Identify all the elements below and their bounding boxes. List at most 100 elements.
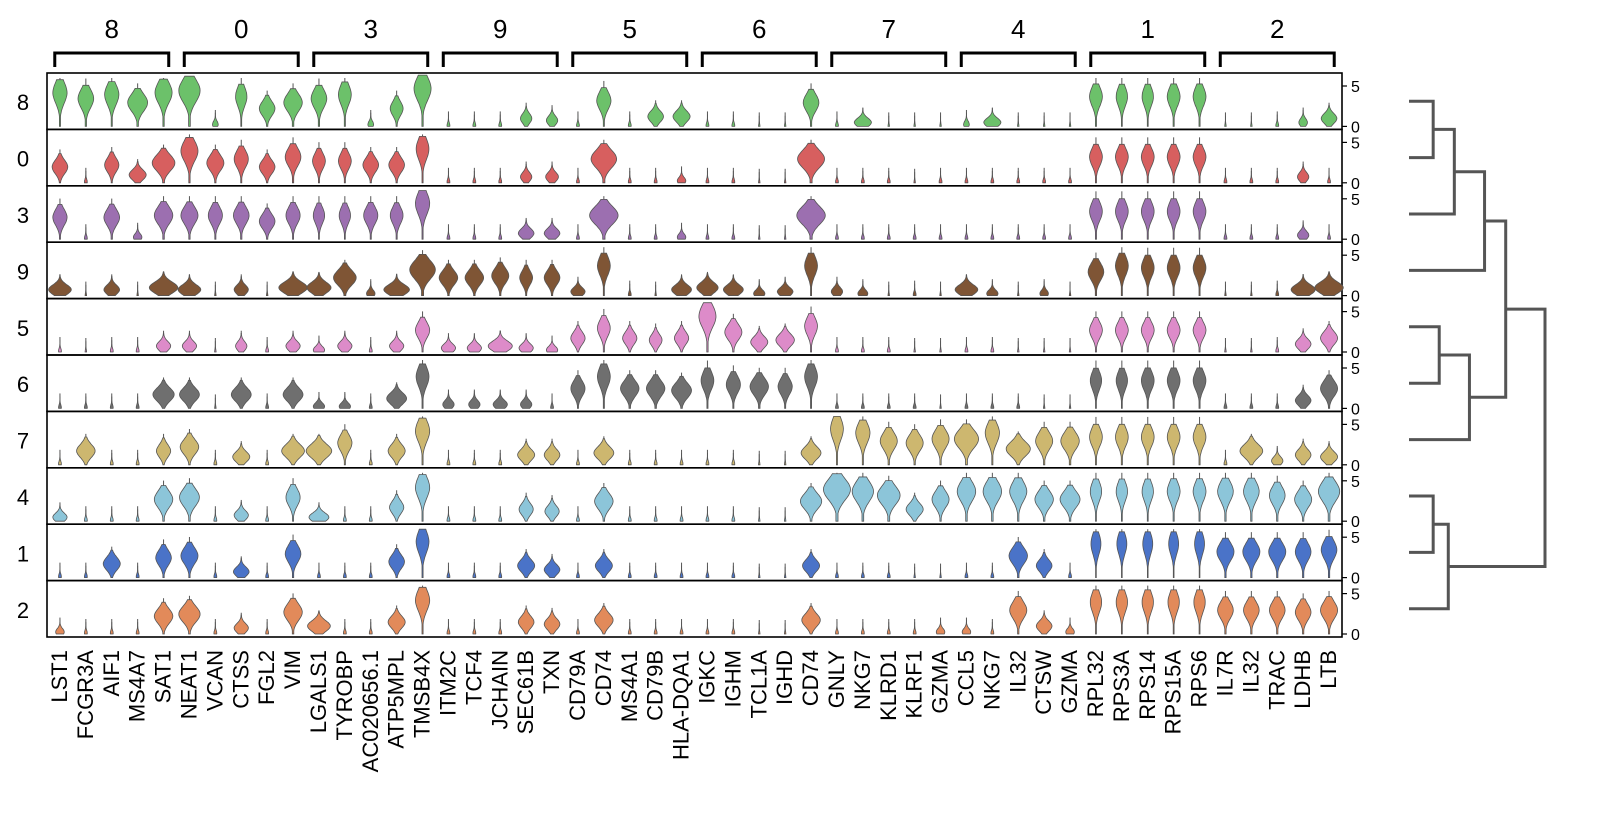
group-label: 8 [105, 14, 119, 44]
violin [887, 281, 890, 296]
violin [705, 506, 710, 522]
violin [368, 337, 373, 353]
violin [653, 224, 658, 240]
violin-body [1016, 396, 1021, 409]
gene-label: IGHD [772, 650, 797, 705]
violin-body [861, 340, 865, 353]
violin [232, 196, 250, 240]
violin-body [265, 452, 269, 466]
violin-body [804, 252, 818, 296]
y-tick-label: 0 [1351, 289, 1360, 306]
violin-body [179, 379, 200, 409]
violin [368, 506, 373, 522]
violin [1042, 167, 1046, 184]
violin-body [498, 565, 503, 578]
violin-body [1166, 198, 1181, 240]
violin-body [1243, 477, 1260, 522]
violin-body [312, 147, 326, 184]
violin-body [576, 170, 580, 184]
violin [178, 75, 201, 127]
cluster-panel-7: 7 5 0 [17, 410, 1360, 475]
violin-body [931, 424, 950, 466]
panel-frame [46, 579, 1343, 638]
violin-body [109, 340, 114, 353]
violin [698, 302, 717, 353]
violin [627, 619, 632, 635]
group-label: 5 [623, 14, 637, 44]
violin-body [77, 84, 95, 127]
violin-body [543, 263, 561, 296]
violin [368, 449, 373, 466]
violin-body [84, 341, 87, 353]
violin [213, 449, 218, 466]
violin-body [363, 201, 379, 240]
violin-body [1009, 477, 1028, 522]
violin-body [986, 280, 999, 296]
violin [830, 276, 843, 296]
violin [389, 330, 405, 353]
violin-body [990, 340, 995, 353]
violin [389, 90, 404, 127]
violin-body [1115, 478, 1128, 522]
violin-body [800, 438, 822, 466]
violin [415, 134, 430, 184]
violin-body [1166, 367, 1181, 409]
y-tick-label: 0 [1351, 119, 1360, 136]
violin [1043, 338, 1046, 353]
violin-body [307, 610, 331, 635]
violin-body [1115, 589, 1128, 635]
violin [861, 337, 865, 353]
violin-body [886, 622, 891, 635]
violin-body [731, 114, 736, 127]
violin [784, 620, 787, 635]
gene-label: RPS3A [1109, 650, 1134, 722]
violin [266, 281, 269, 296]
violin-body [213, 452, 218, 466]
violin [258, 203, 276, 240]
violin-body [731, 452, 736, 466]
violin [472, 562, 477, 578]
violin-body [543, 441, 561, 466]
violin-body [232, 557, 250, 578]
gene-group-9: 2 [1218, 14, 1336, 67]
violin-body [233, 501, 249, 522]
violin [84, 562, 88, 578]
violin-body [913, 341, 916, 353]
dendrogram-link [1409, 170, 1487, 272]
violin-body [935, 619, 946, 635]
violin-body [337, 147, 352, 184]
gene-label: LTB [1316, 650, 1341, 689]
violin-body [278, 271, 308, 296]
violin [498, 111, 503, 127]
violin [1068, 281, 1072, 296]
violin-body [1009, 596, 1028, 635]
violin [731, 449, 736, 466]
violin [1115, 585, 1128, 635]
violin [576, 224, 580, 240]
violin-body [498, 227, 503, 240]
violin [233, 499, 249, 522]
violin [1068, 338, 1072, 353]
violin-body [466, 334, 482, 353]
violin [1223, 393, 1228, 409]
violin-body [990, 396, 995, 409]
violin-body [1116, 531, 1128, 578]
violin-body [1249, 170, 1254, 184]
violin-body [835, 622, 839, 635]
violin-body [230, 379, 252, 409]
violin-body [1217, 596, 1234, 635]
violin [1192, 191, 1207, 240]
violin-body [109, 509, 114, 522]
violin [546, 105, 559, 127]
group-bracket [1218, 51, 1336, 67]
violin [1290, 273, 1316, 296]
violin-body [990, 170, 995, 184]
violin-body [543, 610, 561, 635]
violin-body [698, 302, 717, 353]
violin [383, 273, 410, 296]
violin-body [784, 172, 787, 184]
violin-body [1089, 317, 1103, 353]
gene-label: GNLY [824, 650, 849, 709]
violin-body [596, 363, 611, 409]
violin-body [1327, 227, 1331, 240]
